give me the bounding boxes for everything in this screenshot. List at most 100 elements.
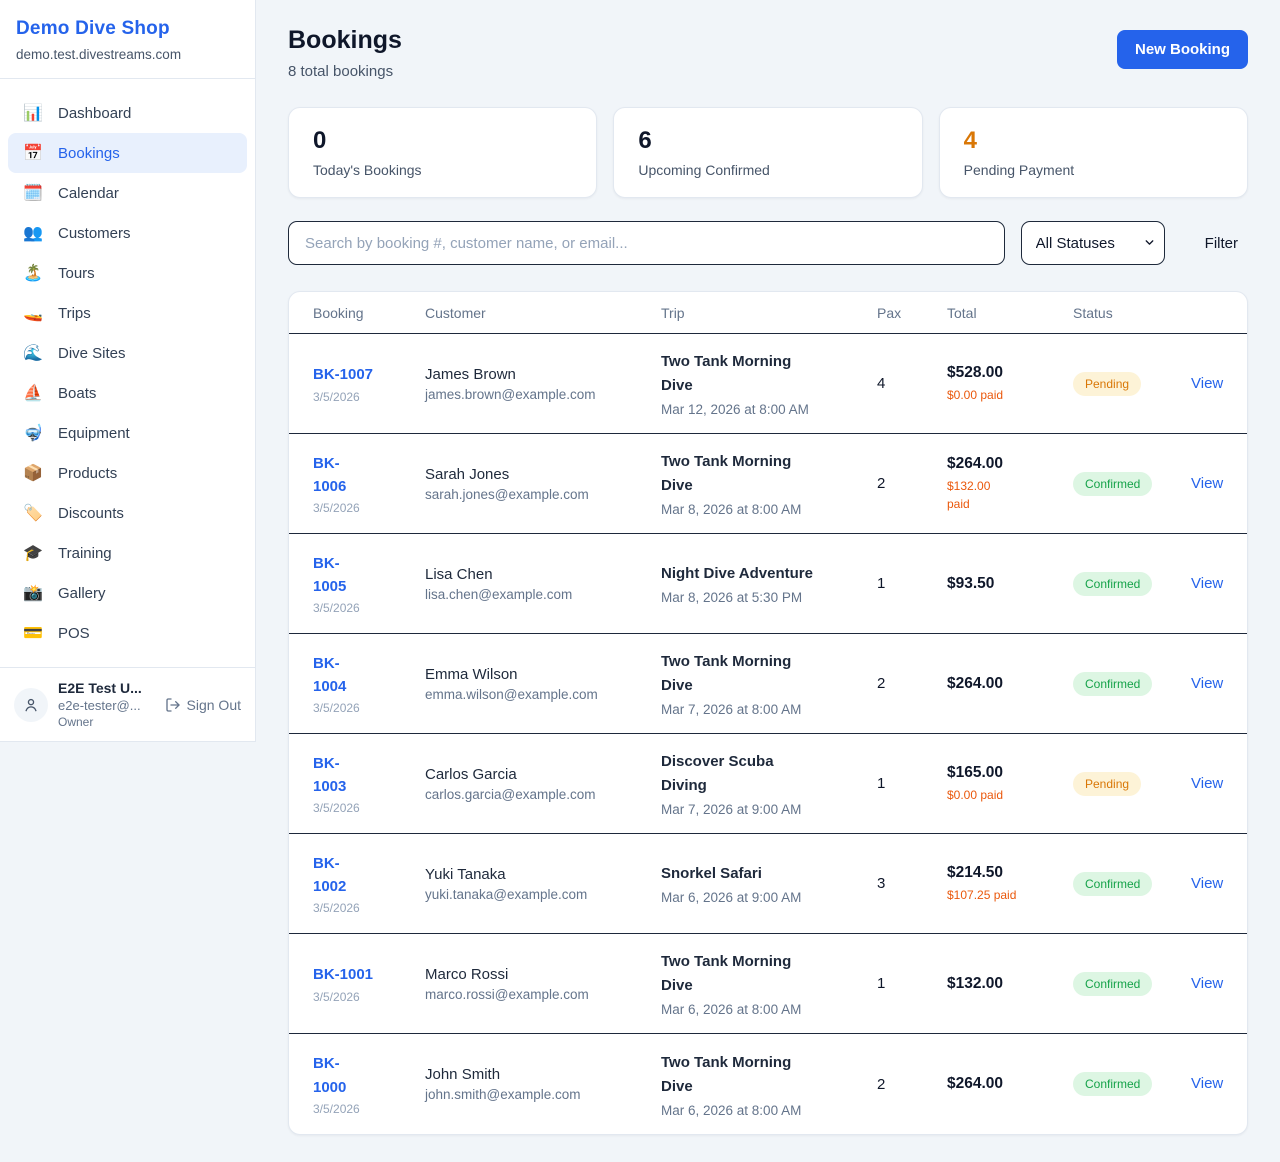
trip-datetime: Mar 8, 2026 at 5:30 PM [661,590,803,605]
customer-email: marco.rossi@example.com [425,986,589,1002]
trip-datetime: Mar 7, 2026 at 8:00 AM [661,702,802,717]
customer-email: yuki.tanaka@example.com [425,886,588,902]
status-badge: Confirmed [1073,1072,1153,1096]
trip-cell: Discover Scuba Diving Mar 7, 2026 at 9:0… [661,750,877,817]
sidebar-item-gallery[interactable]: 📸 Gallery [8,573,247,613]
new-booking-button[interactable]: New Booking [1116,30,1248,69]
nav-icon: 🌊 [23,345,43,362]
customer-name: Yuki Tanaka [425,865,506,883]
sidebar-item-label: Dive Sites [58,344,126,362]
view-link[interactable]: View [1191,374,1224,392]
user-avatar [14,687,48,722]
paid-amount: $0.00 paid [947,787,1004,802]
total-cell: $132.00 [947,975,1073,993]
booking-id-link[interactable]: BK- 1003 [313,752,425,799]
sidebar-item-training[interactable]: 🎓 Training [8,533,247,573]
trip-name: Two Tank Morning Dive [661,353,792,394]
view-link[interactable]: View [1191,474,1224,492]
status-select-wrap: All Statuses [1020,221,1165,265]
sidebar-item-label: Gallery [58,584,106,602]
column-header-total: Total [947,305,977,321]
sidebar-item-products[interactable]: 📦 Products [8,453,247,493]
status-badge: Confirmed [1073,971,1153,996]
customer-cell: Sarah Jones sarah.jones@example.com [425,466,661,502]
booking-date: 3/5/2026 [313,601,360,616]
search-input[interactable] [288,221,1005,265]
sidebar-item-trips[interactable]: 🚤 Trips [8,293,247,333]
page-header-titles: Bookings 8 total bookings [288,26,402,80]
sidebar-item-dashboard[interactable]: 📊 Dashboard [8,93,247,133]
sidebar-item-label: Bookings [58,144,120,162]
booking-cell: BK-1001 3/5/2026 [313,963,425,1003]
view-link[interactable]: View [1191,974,1224,992]
nav-icon: 🏷️ [23,505,43,522]
booking-id-link[interactable]: BK-1007 [313,363,425,386]
trip-cell: Two Tank Morning Dive Mar 12, 2026 at 8:… [661,350,877,417]
status-cell: Pending [1073,371,1191,396]
sidebar-item-dive-sites[interactable]: 🌊 Dive Sites [8,333,247,373]
nav-icon: 🚤 [23,305,43,322]
brand-block: Demo Dive Shop demo.test.divestreams.com [0,0,255,79]
sidebar-item-customers[interactable]: 👥 Customers [8,213,247,253]
sidebar-item-bookings[interactable]: 📅 Bookings [8,133,247,173]
status-cell: Pending [1073,771,1191,796]
sidebar-item-label: Products [58,464,118,482]
column-header-customer: Customer [425,305,486,321]
view-link[interactable]: View [1191,1075,1224,1092]
sidebar-item-label: Discounts [58,504,124,522]
booking-id-line2: 1002 [313,878,347,895]
view-link[interactable]: View [1191,874,1224,892]
sidebar-item-tours[interactable]: 🏝️ Tours [8,253,247,293]
nav-icon: 🏝️ [23,265,43,282]
total-cell: $264.00 [947,675,1073,693]
sign-out-button[interactable]: Sign Out [165,697,241,713]
booking-id-line1: BK- [313,654,340,672]
trip-name: Two Tank Morning Dive [661,453,792,494]
total-amount: $165.00 [947,763,1004,781]
booking-id-line2: 1006 [313,478,347,495]
view-link[interactable]: View [1191,674,1224,692]
total-amount: $264.00 [947,1075,1004,1092]
booking-id-link[interactable]: BK- 1002 [313,852,425,899]
nav-icon: 💳 [23,625,43,642]
trip-datetime: Mar 12, 2026 at 8:00 AM [661,402,809,417]
booking-id-line2: 1004 [313,678,347,695]
filter-button[interactable]: Filter [1195,235,1248,252]
view-link[interactable]: View [1191,574,1224,592]
stat-label: Today's Bookings [313,162,422,178]
nav-icon: 🎓 [23,545,43,562]
trip-name: Two Tank Morning Dive [661,653,792,694]
status-badge: Confirmed [1073,571,1153,596]
customer-name: Sarah Jones [425,465,510,483]
sidebar-item-equipment[interactable]: 🤿 Equipment [8,413,247,453]
booking-cell: BK- 1000 3/5/2026 [313,1052,425,1116]
stats-row: 0 Today's Bookings 6 Upcoming Confirmed … [288,107,1248,198]
trip-name: Night Dive Adventure [661,565,813,582]
sidebar-item-discounts[interactable]: 🏷️ Discounts [8,493,247,533]
status-badge: Pending [1073,771,1142,796]
sidebar-item-boats[interactable]: ⛵ Boats [8,373,247,413]
booking-id-link[interactable]: BK- 1000 [313,1052,425,1099]
paid-amount: $107.25 paid [947,887,1017,902]
total-amount: $93.50 [947,574,995,592]
customer-cell: Carlos Garcia carlos.garcia@example.com [425,766,661,802]
sidebar-item-label: Calendar [58,184,119,202]
trip-datetime: Mar 6, 2026 at 9:00 AM [661,890,802,905]
column-header-booking: Booking [313,305,364,321]
column-header-trip: Trip [661,305,685,321]
booking-id-link[interactable]: BK- 1004 [313,652,425,699]
sidebar-item-calendar[interactable]: 🗓️ Calendar [8,173,247,213]
customer-name: Carlos Garcia [425,765,517,783]
total-amount: $528.00 [947,363,1004,381]
booking-id-link[interactable]: BK-1001 [313,963,425,986]
trip-datetime: Mar 7, 2026 at 9:00 AM [661,802,802,817]
trip-cell: Two Tank Morning Dive Mar 6, 2026 at 8:0… [661,950,877,1017]
status-select[interactable]: All Statuses [1020,221,1165,265]
customer-email: emma.wilson@example.com [425,686,598,702]
table-body: BK-1007 3/5/2026 James Brown james.brown… [289,334,1247,1134]
total-amount: $214.50 [947,863,1004,881]
sidebar-item-pos[interactable]: 💳 POS [8,613,247,653]
booking-id-link[interactable]: BK- 1005 [313,552,425,599]
view-link[interactable]: View [1191,774,1224,792]
booking-id-link[interactable]: BK- 1006 [313,452,425,499]
